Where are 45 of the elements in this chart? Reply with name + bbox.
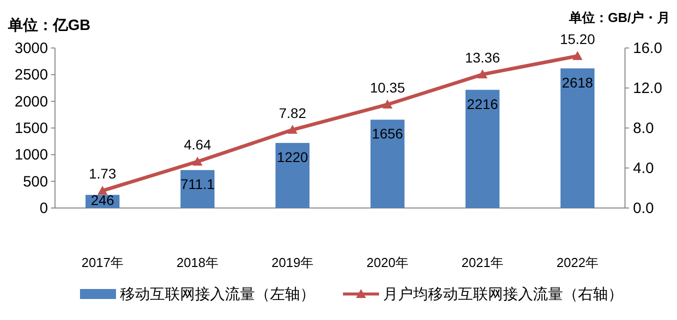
bar: [180, 170, 214, 208]
x-tick-label: 2019年: [272, 255, 314, 270]
data-label: 15.20: [560, 31, 596, 47]
x-tick-label: 2020年: [366, 255, 408, 270]
data-label: 1.73: [88, 166, 116, 182]
bar: [370, 120, 404, 208]
legend-label: 月户均移动互联网接入流量（右轴）: [383, 286, 623, 303]
data-label: 1220: [276, 148, 308, 165]
data-label: 1656: [372, 126, 404, 142]
y-tick-label: 3000: [14, 40, 48, 57]
data-label: 7.82: [278, 104, 306, 121]
y2-tick-label: 16.0: [633, 40, 662, 57]
y-tick-label: 0: [40, 200, 48, 217]
y-tick-label: 2500: [14, 66, 48, 84]
y-tick-label: 2000: [14, 93, 48, 110]
data-label: 4.64: [184, 136, 212, 153]
point: [572, 51, 582, 60]
data-label: 711.1: [180, 176, 215, 192]
legend-label: 移动互联网接入流量（左轴）: [120, 286, 315, 303]
point: [98, 186, 108, 195]
y-axis-title: 单位：亿GB: [7, 17, 91, 34]
y2-tick-label: 8.0: [633, 120, 654, 137]
y-tick-label: 1000: [14, 146, 48, 164]
y2-tick-label: 4.0: [633, 160, 654, 177]
point: [288, 124, 298, 134]
y-tick-label: 500: [22, 173, 48, 190]
x-tick-label: 2022年: [556, 255, 598, 270]
point: [192, 156, 202, 166]
bar: [560, 68, 594, 208]
point: [382, 100, 392, 108]
data-label: 2216: [466, 96, 498, 112]
x-tick-label: 2017年: [82, 255, 124, 270]
data-label: 13.36: [464, 49, 500, 66]
data-label: 246: [90, 192, 114, 208]
x-tick-label: 2018年: [176, 255, 218, 270]
bar: [466, 90, 500, 208]
y2-tick-label: 12.0: [633, 80, 662, 97]
data-label: 2618: [562, 74, 594, 90]
point: [478, 69, 488, 78]
x-tick-label: 2021年: [462, 255, 504, 270]
y-tick-label: 1500: [14, 120, 48, 137]
data-label: 10.35: [370, 80, 406, 96]
y2-tick-label: 0.0: [633, 200, 654, 217]
y2-axis-title: 单位：GB/户・月: [568, 10, 670, 25]
bar: [276, 142, 310, 208]
